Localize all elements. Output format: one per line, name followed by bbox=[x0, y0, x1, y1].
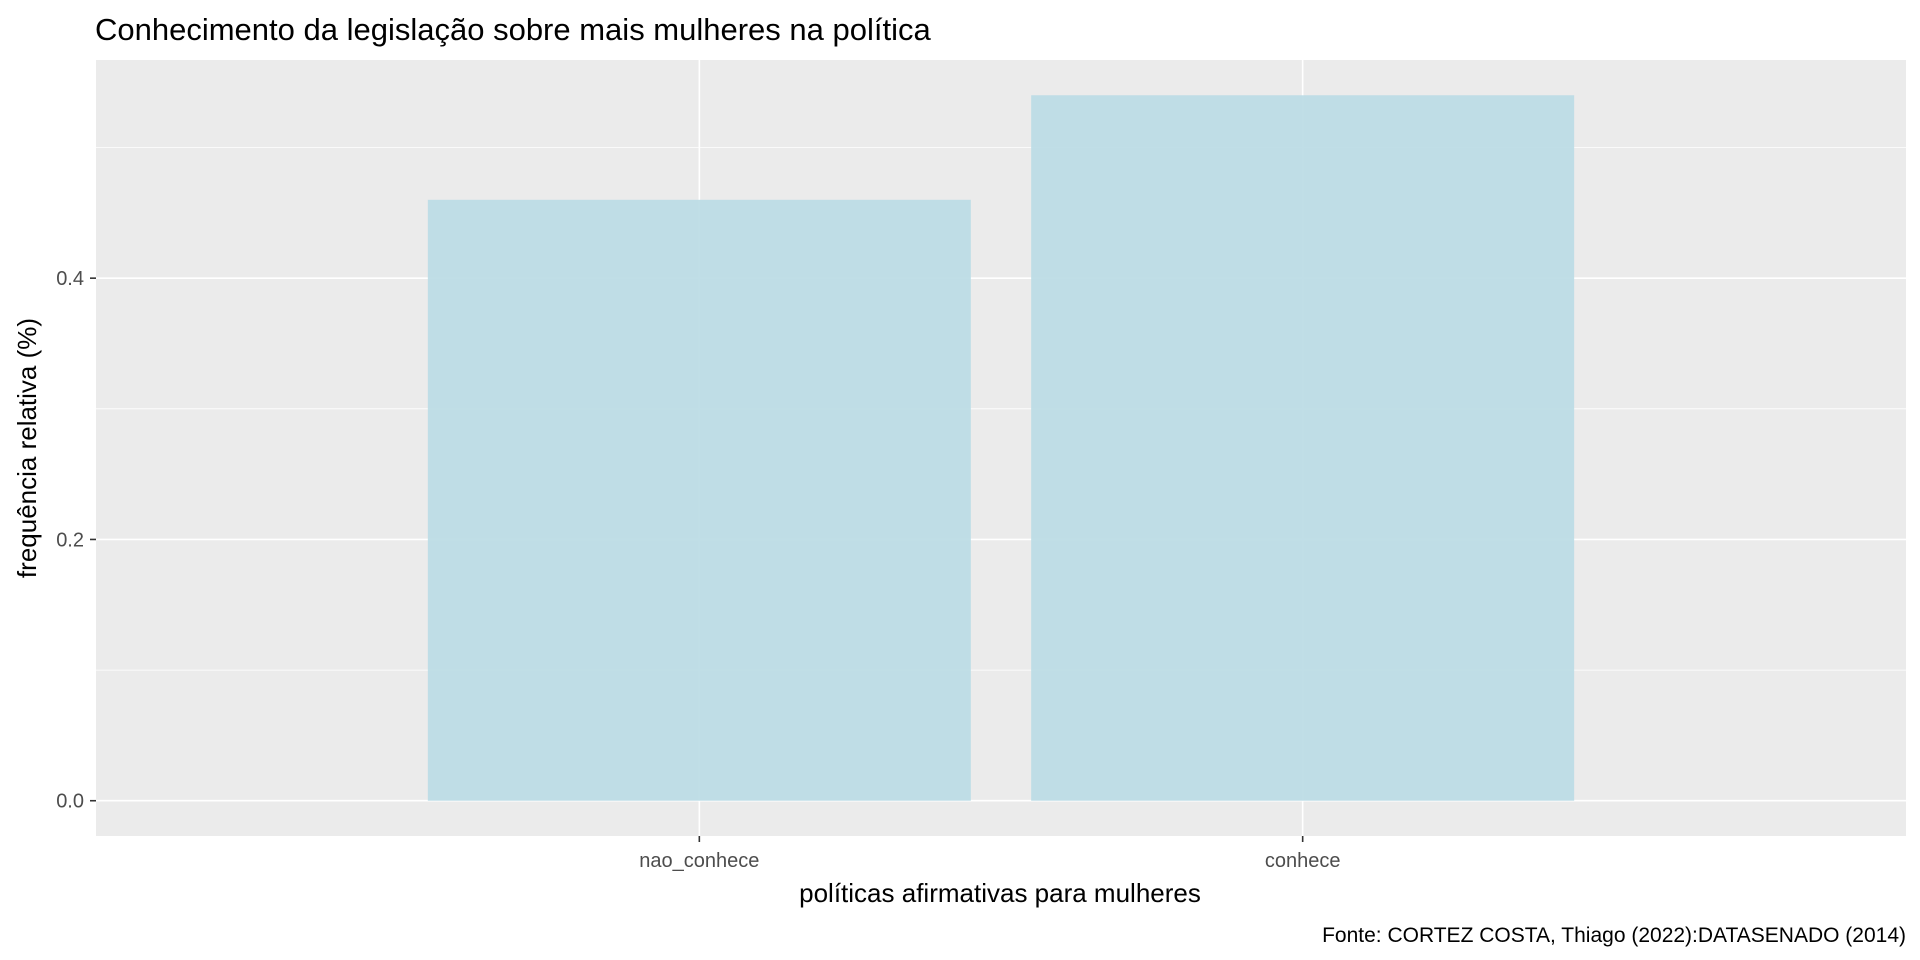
y-tick-label: 0.0 bbox=[56, 791, 84, 813]
major-gridlines bbox=[96, 60, 1906, 836]
bar-conhece bbox=[1031, 95, 1575, 801]
source-caption: Fonte: CORTEZ COSTA, Thiago (2022):DATAS… bbox=[1322, 924, 1906, 947]
x-tick-label: nao_conhece bbox=[639, 850, 759, 872]
plot-panel bbox=[96, 60, 1906, 836]
x-axis-title: políticas afirmativas para mulheres bbox=[799, 878, 1201, 908]
bar-nao_conhece bbox=[427, 199, 971, 801]
y-axis-title: frequência relativa (%) bbox=[12, 318, 42, 578]
bars bbox=[427, 95, 1575, 801]
minor-gridlines bbox=[96, 147, 1906, 671]
chart-title: Conhecimento da legislação sobre mais mu… bbox=[95, 12, 931, 47]
y-tick-label: 0.2 bbox=[56, 529, 84, 551]
x-tick-label: conhece bbox=[1265, 850, 1341, 872]
x-axis: nao_conhece conhece bbox=[639, 836, 1340, 872]
y-axis: 0.0 0.2 0.4 bbox=[56, 268, 96, 813]
y-tick-label: 0.4 bbox=[56, 268, 84, 290]
